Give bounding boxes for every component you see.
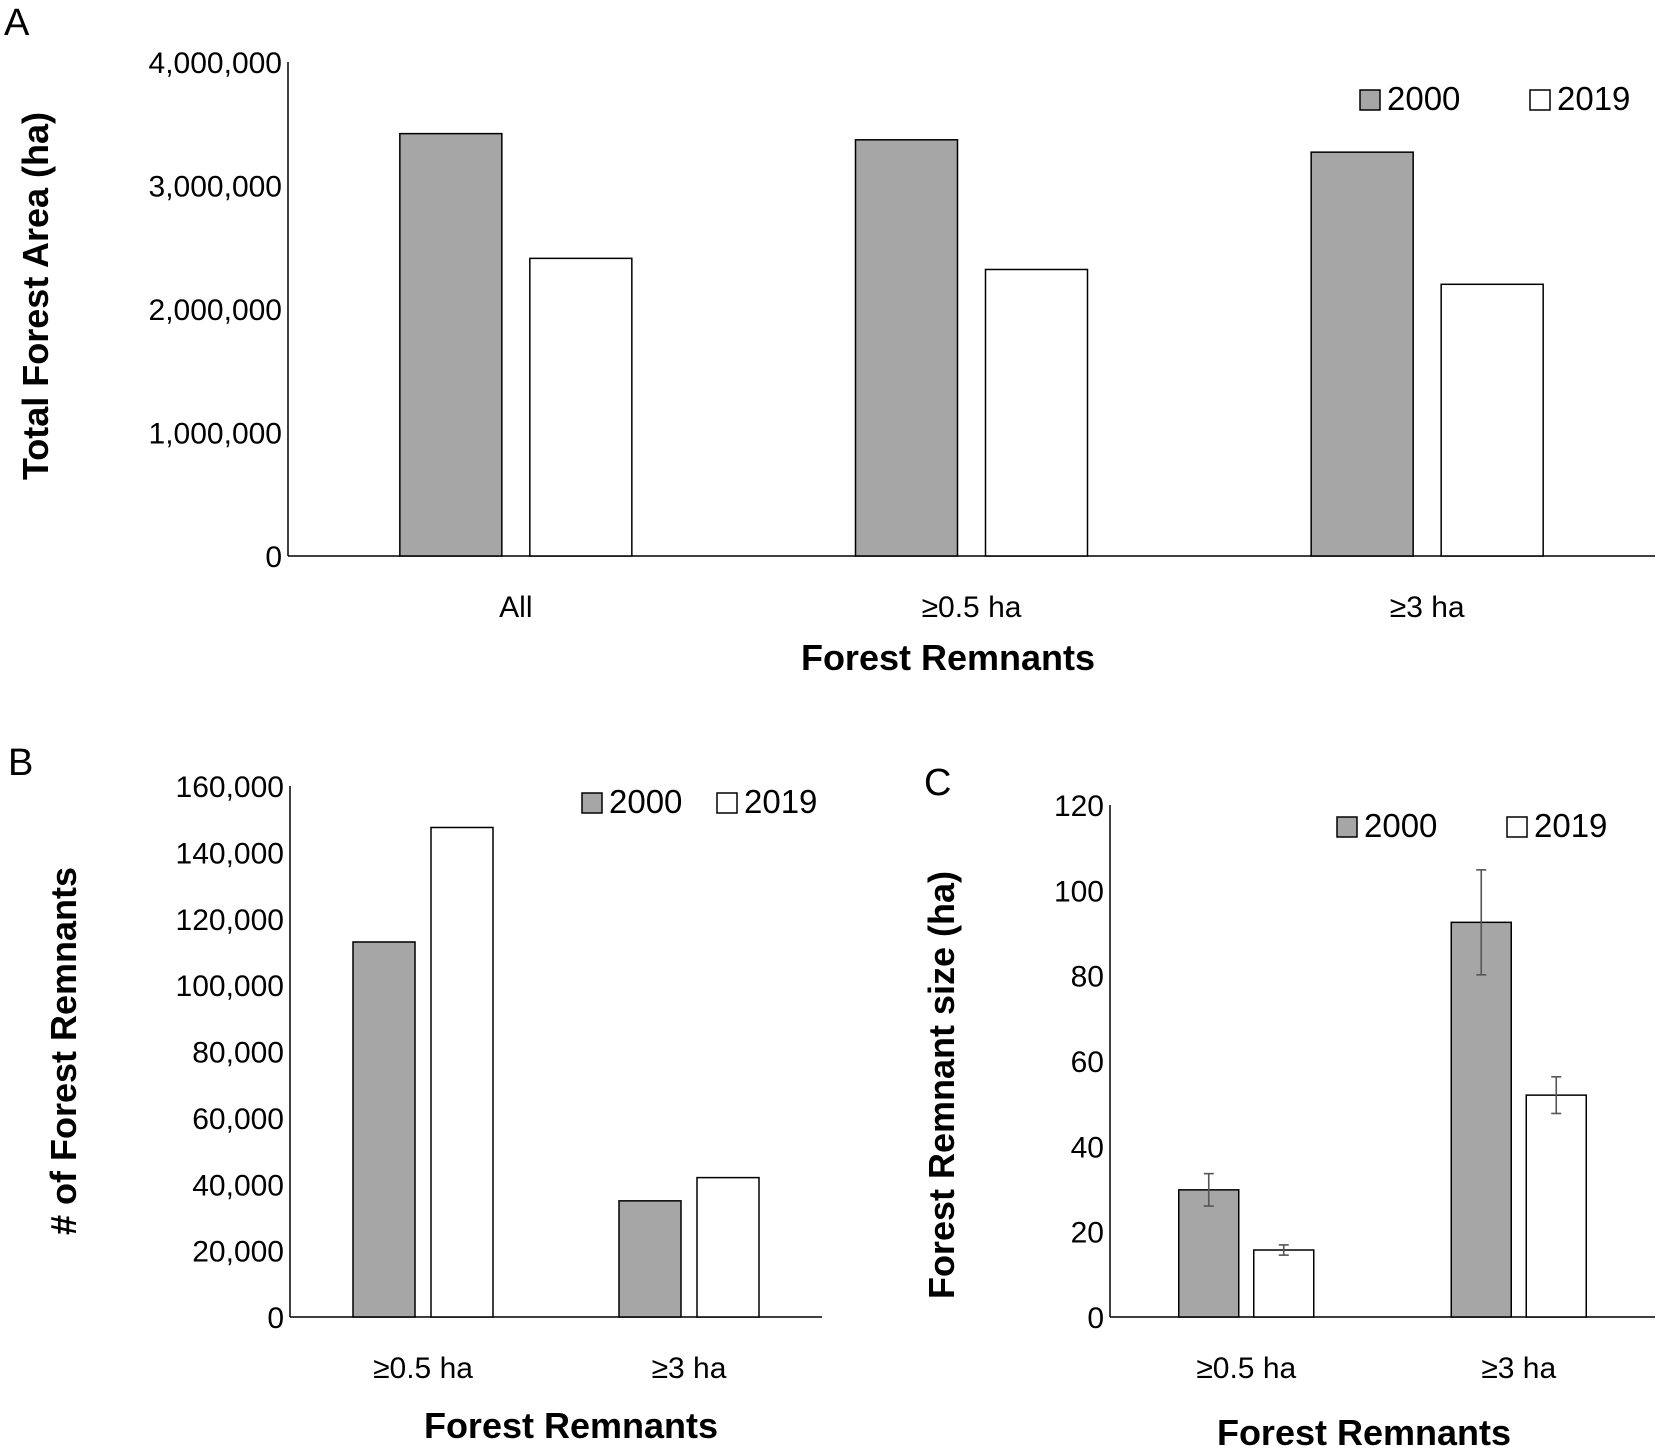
panel-a-y-tick-label: 4,000,000 <box>149 47 282 80</box>
panel-b-bar-2000-1 <box>618 1200 682 1318</box>
panel-b-bar-2019-0 <box>430 826 494 1318</box>
panel-b-y-tick-label: 60,000 <box>192 1103 284 1136</box>
panel-a-legend-label-2000: 2000 <box>1387 80 1460 117</box>
panel-a-y-tick-label: 1,000,000 <box>149 418 282 451</box>
panel-a-x-tick-label: ≥3 ha <box>1390 591 1465 624</box>
panel-b-y-tick-label: 40,000 <box>192 1169 284 1202</box>
panel-a-y-tick-label: 3,000,000 <box>149 171 282 204</box>
panel-a-y-axis-title: Total Forest Area (ha) <box>15 112 56 480</box>
panel-c-bar-2000-1 <box>1450 921 1512 1318</box>
panel-c-letter: C <box>924 762 951 804</box>
panel-b-bar-2019-1 <box>696 1176 760 1318</box>
panel-c-legend-swatch-2000 <box>1336 816 1358 838</box>
panel-b-y-tick-label: 140,000 <box>176 837 284 870</box>
panel-a-bar-2019-2 <box>1440 283 1544 557</box>
panel-b-x-tick-label: ≥0.5 ha <box>373 1352 473 1385</box>
panel-c-y-axis-title: Forest Remnant size (ha) <box>921 871 962 1299</box>
panel-c-y-tick-label: 80 <box>1071 961 1104 994</box>
panel-a-bar-2000-1 <box>854 139 959 557</box>
panel-a-x-tick-label: All <box>499 591 532 624</box>
panel-b-legend-swatch-2000 <box>581 792 603 814</box>
panel-a-y-tick-label: 2,000,000 <box>149 294 282 327</box>
panel-a-letter: A <box>4 2 30 44</box>
panel-a: A 0 1,000,000 2,000,000 3,000,000 4,000,000 A… <box>4 2 1655 678</box>
panel-c-legend-label-2000: 2000 <box>1364 807 1437 844</box>
panel-a-x-axis-title: Forest Remnants <box>801 637 1095 678</box>
panel-b-y-axis-title: # of Forest Remnants <box>43 867 84 1235</box>
panel-c-y-tick-label: 0 <box>1087 1302 1104 1335</box>
panel-c-x-tick-label: ≥0.5 ha <box>1196 1352 1296 1385</box>
panel-b-x-tick-label: ≥3 ha <box>652 1352 727 1385</box>
panel-c-y-tick-label: 40 <box>1071 1131 1104 1164</box>
panel-c-bar-2000-0 <box>1178 1189 1240 1318</box>
panel-a-bar-2019-1 <box>984 268 1089 557</box>
panel-b-legend-label-2000: 2000 <box>609 783 682 820</box>
panel-a-legend-swatch-2000 <box>1359 89 1381 111</box>
panel-b-y-tick-label: 80,000 <box>192 1037 284 1070</box>
panel-a-plot: 0 1,000,000 2,000,000 3,000,000 4,000,000 All… <box>149 47 1655 624</box>
panel-b-y-tick-label: 120,000 <box>176 904 284 937</box>
panel-c-plot: 0 20 40 60 80 100 120 ≥0.5 ha ≥3 ha 2000 2019 <box>1054 790 1655 1385</box>
panel-c-y-tick-label: 120 <box>1054 790 1104 823</box>
panel-b-y-tick-label: 100,000 <box>176 970 284 1003</box>
panel-c-legend-swatch-2019 <box>1506 816 1528 838</box>
panel-b-plot: 0 20,000 40,000 60,000 80,000 100,000 120,000 1… <box>176 771 822 1385</box>
panel-b: B 0 20,000 40,000 60,000 80,000 100,000 120,00… <box>8 742 822 1446</box>
panel-c-y-tick-label: 100 <box>1054 875 1104 908</box>
panel-b-letter: B <box>8 742 33 784</box>
panel-c-bar-2019-0 <box>1253 1249 1315 1318</box>
panel-a-legend-swatch-2019 <box>1529 89 1551 111</box>
panel-c-y-tick-label: 60 <box>1071 1046 1104 1079</box>
panel-c-bar-2019-1 <box>1525 1094 1587 1318</box>
panel-c-legend-label-2019: 2019 <box>1534 807 1607 844</box>
panel-b-y-tick-label: 20,000 <box>192 1236 284 1269</box>
panel-b-bar-2000-0 <box>352 941 416 1318</box>
panel-b-y-tick-label: 160,000 <box>176 771 284 804</box>
panel-a-legend-label-2019: 2019 <box>1557 80 1630 117</box>
panel-a-bar-2019-0 <box>529 257 633 557</box>
panel-b-y-tick-label: 0 <box>267 1302 284 1335</box>
panel-c-x-tick-label: ≥3 ha <box>1481 1352 1556 1385</box>
panel-b-legend-swatch-2019 <box>716 792 738 814</box>
panel-a-y-tick-label: 0 <box>265 541 282 574</box>
panel-b-x-axis-title: Forest Remnants <box>424 1405 718 1446</box>
panel-a-x-tick-label: ≥0.5 ha <box>922 591 1022 624</box>
panel-c: C 0 20 40 60 80 100 120 ≥0.5 ha ≥3 ha 2000 2019 Fo… <box>921 762 1655 1450</box>
panel-a-bar-2000-2 <box>1310 151 1414 557</box>
panel-a-bar-2000-0 <box>399 132 503 557</box>
panel-b-legend-label-2019: 2019 <box>744 783 817 820</box>
panel-c-x-axis-title: Forest Remnants <box>1217 1412 1511 1450</box>
panel-c-y-tick-label: 20 <box>1071 1217 1104 1250</box>
